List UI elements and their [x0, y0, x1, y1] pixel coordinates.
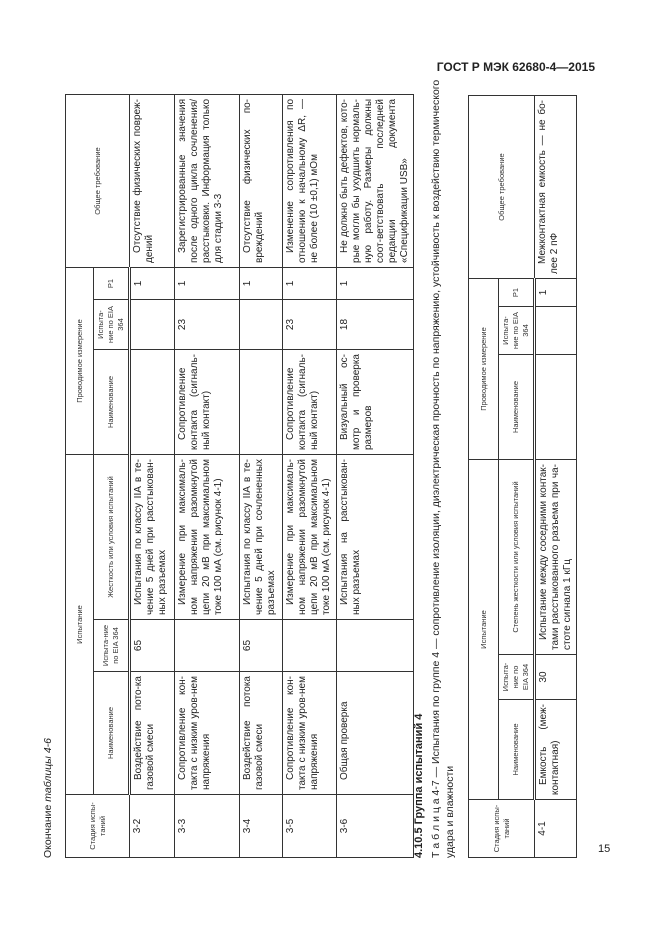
header-meas-eia: Испыта-ние по EIA 364 [498, 306, 535, 355]
cell-p1: 1 [282, 267, 337, 300]
cell-eia: 30 [534, 654, 577, 700]
header-test-group: Испытание [65, 454, 94, 795]
header-test-name: Наименование [93, 671, 130, 795]
cell-stage: 3-4 [239, 794, 283, 858]
cell-severity: Испытания на расстыкован-ных разъемах [336, 454, 414, 620]
cell-severity: Измерение при максималь-ном напряжении р… [282, 454, 337, 620]
table-4-6: Стадия испы-таний Испытание Проводимое и… [65, 94, 414, 858]
cell-stage: 3-2 [129, 794, 175, 858]
table-4-7: Стадия испы-таний Испытание Проводимое и… [468, 95, 577, 858]
cell-eia [174, 619, 240, 672]
table-row: 4-1 Емкость (меж-контактная) 30 Испытание м… [534, 95, 577, 858]
cell-meas-eia: 23 [282, 299, 337, 350]
header-test-name: Наименование [498, 699, 535, 800]
cell-eia [282, 619, 337, 672]
table-4-7-caption-line1: Т а б л и ц а 4-7 — Испытания по группе … [430, 79, 442, 858]
cell-meas-eia: 18 [336, 299, 414, 350]
table-4-6-caption: Окончание таблицы 4-6 [42, 738, 54, 858]
cell-name: Общая проверка [336, 671, 414, 795]
header-meas-p1: P1 [498, 278, 535, 307]
cell-meas-eia: 23 [174, 299, 240, 350]
cell-name: Емкость (меж-контактная) [534, 699, 577, 800]
header-test-severity: Жесткость или условия испытаний [93, 454, 130, 620]
page-number: 15 [598, 843, 611, 855]
table-row: 3-2 Воздействие пото-ка газовой смеси 65 Ис… [129, 94, 175, 858]
header-test-group: Испытание [468, 459, 499, 800]
cell-meas-name [129, 349, 175, 455]
cell-meas-eia [534, 306, 577, 355]
cell-name: Воздействие пото-ка газовой смеси [129, 671, 175, 795]
header-requirement: Общее требование [65, 94, 130, 268]
header-meas-p1: P1 [93, 267, 130, 300]
cell-eia [336, 619, 414, 672]
table-row: 3-4 Воздействие потока газовой смеси 65 Исп… [239, 94, 283, 858]
caption-italic: таблицы 4-6 [42, 738, 54, 802]
cell-req: Отсутствие физических повреж-дений [129, 94, 175, 268]
header-stage: Стадия испы-таний [468, 799, 535, 858]
cell-name: Воздействие потока газовой смеси [239, 671, 283, 795]
cell-req: Изменение сопротивления по отношению к н… [282, 94, 337, 268]
table-row: 3-3 Сопротивление кон-такта с низким уров… [174, 94, 240, 858]
cell-name: Сопротивление кон-такта с низким уров-не… [282, 671, 337, 795]
cell-meas-eia [239, 299, 283, 350]
cell-meas-name: Сопротивление контакта (сигналь-ный конт… [282, 349, 337, 455]
header-meas-name: Наименование [93, 349, 130, 455]
cell-name: Сопротивление кон-такта с низким уров-не… [174, 671, 240, 795]
header-requirement: Общее требование [468, 95, 535, 279]
caption-prefix: Окончание [42, 804, 54, 858]
section-heading: 4.10.5 Группа испытаний 4 [413, 713, 425, 858]
cell-meas-name: Сопротивление контакта (сигналь-ный конт… [174, 349, 240, 455]
cell-req: Отсутствие физических по-вреждений [239, 94, 283, 268]
header-test-severity: Степень жесткости или условия испытаний [498, 459, 535, 655]
cell-stage: 3-6 [336, 794, 414, 858]
cell-stage: 3-3 [174, 794, 240, 858]
header-stage: Стадия испы-таний [65, 794, 130, 858]
cell-eia: 65 [129, 619, 175, 672]
cell-severity: Испытание между соседними контак-тами ра… [534, 459, 577, 655]
header-measure-group: Проводимое измерение [65, 267, 94, 455]
cell-stage: 4-1 [534, 799, 577, 858]
cell-p1: 1 [534, 278, 577, 307]
table-row: 3-6 Общая проверка Испытания на расстыкова… [336, 94, 414, 858]
header-test-eia: Испыта-ние по EIA 364 [93, 619, 130, 672]
cell-p1: 1 [129, 267, 175, 300]
cell-p1: 1 [239, 267, 283, 300]
header-measure-group: Проводимое измерение [468, 278, 499, 460]
cell-meas-name [534, 354, 577, 460]
cell-stage: 3-5 [282, 794, 337, 858]
cell-severity: Измерение при максималь-ном напряжении р… [174, 454, 240, 620]
document-id: ГОСТ Р МЭК 62680-4—2015 [436, 60, 595, 74]
cell-eia: 65 [239, 619, 283, 672]
cell-severity: Испытания по классу IIA в те-чение 5 дне… [239, 454, 283, 620]
cell-severity: Испытания по классу IIA в те-чение 5 дне… [129, 454, 175, 620]
cell-meas-eia [129, 299, 175, 350]
table-4-7-caption-line2: удара и влажности [444, 765, 456, 858]
header-meas-eia: Испыта-ние по EIA 364 [93, 299, 130, 350]
header-test-eia: Испыта-ние по EIA 364 [498, 654, 535, 700]
table-row: 3-5 Сопротивление кон-такта с низким уров… [282, 94, 337, 858]
cell-p1: 1 [336, 267, 414, 300]
cell-meas-name: Визуальный ос-мотр и проверка размеров [336, 349, 414, 455]
cell-meas-name [239, 349, 283, 455]
header-meas-name: Наименование [498, 354, 535, 460]
cell-p1: 1 [174, 267, 240, 300]
cell-req: Зарегистрированные значения после одного… [174, 94, 240, 268]
cell-req: Не должно быть дефектов, кото-рые могли … [336, 94, 414, 268]
cell-req: Межконтактная емкость — не бо-лее 2 пФ [534, 95, 577, 279]
